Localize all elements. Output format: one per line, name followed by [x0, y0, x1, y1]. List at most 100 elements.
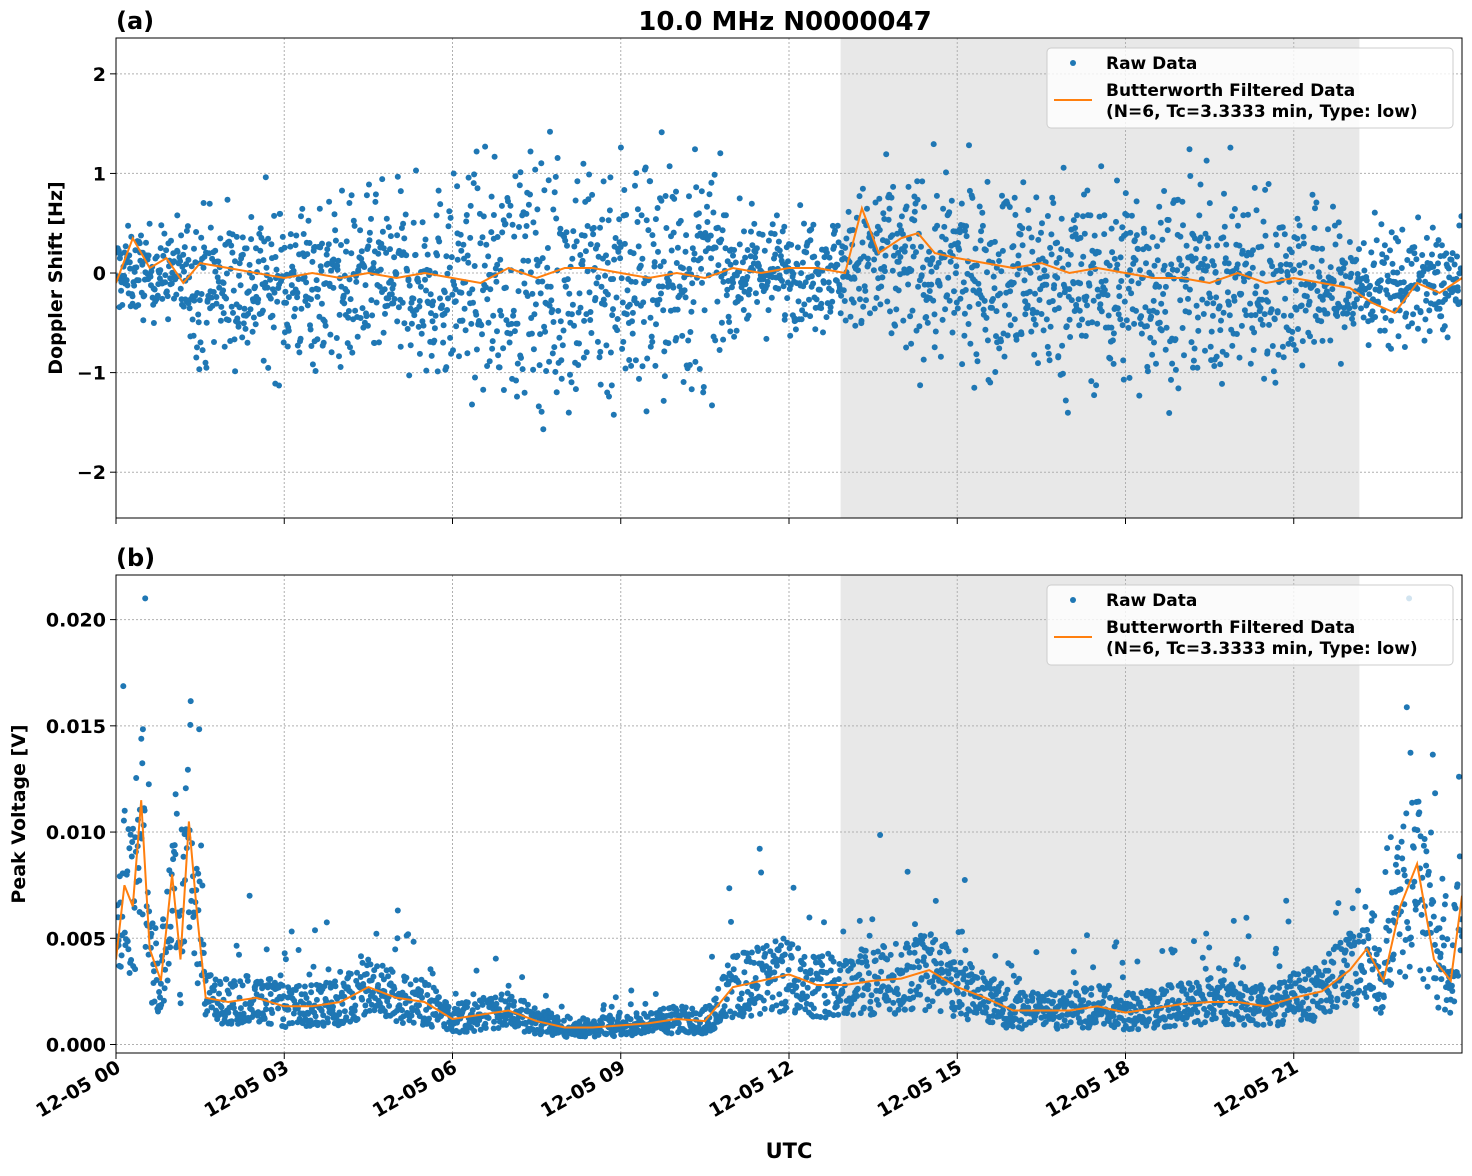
raw-data-point: [975, 358, 981, 364]
raw-data-point: [371, 260, 377, 266]
raw-data-point: [1118, 278, 1124, 284]
raw-data-point: [226, 991, 232, 997]
raw-data-point: [852, 276, 858, 282]
raw-data-point: [728, 262, 734, 268]
raw-data-point: [413, 252, 419, 258]
raw-data-point: [395, 908, 401, 914]
raw-data-point: [519, 974, 525, 980]
raw-data-point: [243, 326, 249, 332]
raw-data-point: [890, 1000, 896, 1006]
raw-data-point: [755, 983, 761, 989]
raw-data-point: [730, 253, 736, 259]
raw-data-point: [1245, 212, 1251, 218]
raw-data-point: [789, 942, 795, 948]
raw-data-point: [1008, 963, 1014, 969]
raw-data-point: [652, 259, 658, 265]
raw-data-point: [1129, 278, 1135, 284]
raw-data-point: [1211, 1007, 1217, 1013]
raw-data-point: [692, 359, 698, 365]
raw-data-point: [221, 310, 227, 316]
raw-data-point: [1005, 332, 1011, 338]
raw-data-point: [411, 1020, 417, 1026]
raw-data-point: [161, 231, 167, 237]
y-tick-label: 1: [93, 163, 106, 185]
raw-data-point: [1205, 263, 1211, 269]
raw-data-point: [1342, 260, 1348, 266]
raw-data-point: [550, 207, 556, 213]
raw-data-point: [177, 992, 183, 998]
raw-data-point: [441, 322, 447, 328]
raw-data-point: [1241, 1022, 1247, 1028]
raw-data-point: [437, 201, 443, 207]
raw-data-point: [285, 344, 291, 350]
raw-data-point: [126, 845, 132, 851]
raw-data-point: [594, 242, 600, 248]
raw-data-point: [1226, 302, 1232, 308]
raw-data-point: [1435, 260, 1441, 266]
raw-data-point: [308, 982, 314, 988]
raw-data-point: [367, 237, 373, 243]
raw-data-point: [1113, 939, 1119, 945]
raw-data-point: [737, 195, 743, 201]
raw-data-point: [801, 221, 807, 227]
raw-data-point: [630, 310, 636, 316]
raw-data-point: [1127, 267, 1133, 273]
raw-data-point: [419, 331, 425, 337]
raw-data-point: [359, 997, 365, 1003]
raw-data-point: [1093, 1019, 1099, 1025]
raw-data-point: [312, 927, 318, 933]
raw-data-point: [597, 225, 603, 231]
raw-data-point: [1289, 329, 1295, 335]
raw-data-point: [1374, 237, 1380, 243]
raw-data-point: [1088, 985, 1094, 991]
raw-data-point: [523, 211, 529, 217]
raw-data-point: [495, 352, 501, 358]
raw-data-point: [795, 244, 801, 250]
raw-data-point: [289, 929, 295, 935]
raw-data-point: [753, 975, 759, 981]
raw-data-point: [885, 239, 891, 245]
raw-data-point: [201, 265, 207, 271]
raw-data-point: [648, 315, 654, 321]
raw-data-point: [917, 382, 923, 388]
raw-data-point: [348, 296, 354, 302]
raw-data-point: [1248, 361, 1254, 367]
raw-data-point: [730, 280, 736, 286]
raw-data-point: [860, 240, 866, 246]
raw-data-point: [925, 320, 931, 326]
raw-data-point: [576, 341, 582, 347]
raw-data-point: [311, 964, 317, 970]
raw-data-point: [984, 315, 990, 321]
raw-data-point: [258, 225, 264, 231]
raw-data-point: [385, 973, 391, 979]
raw-data-point: [675, 307, 681, 313]
raw-data-point: [826, 279, 832, 285]
raw-data-point: [871, 257, 877, 263]
raw-data-point: [1064, 323, 1070, 329]
raw-data-point: [1087, 212, 1093, 218]
raw-data-point: [1035, 360, 1041, 366]
raw-data-point: [680, 265, 686, 271]
raw-data-point: [635, 206, 641, 212]
raw-data-point: [687, 362, 693, 368]
raw-data-point: [1108, 325, 1114, 331]
raw-data-point: [1033, 949, 1039, 955]
raw-data-point: [1110, 337, 1116, 343]
raw-data-point: [679, 333, 685, 339]
raw-data-point: [1388, 346, 1394, 352]
raw-data-point: [419, 995, 425, 1001]
raw-data-point: [992, 239, 998, 245]
raw-data-point: [890, 268, 896, 274]
raw-data-point: [938, 960, 944, 966]
raw-data-point: [1084, 932, 1090, 938]
raw-data-point: [537, 362, 543, 368]
raw-data-point: [1206, 945, 1212, 951]
raw-data-point: [900, 318, 906, 324]
raw-data-point: [733, 260, 739, 266]
raw-data-point: [932, 311, 938, 317]
raw-data-point: [921, 954, 927, 960]
raw-data-point: [136, 277, 142, 283]
raw-data-point: [178, 232, 184, 238]
raw-data-point: [1402, 344, 1408, 350]
raw-data-point: [1208, 344, 1214, 350]
